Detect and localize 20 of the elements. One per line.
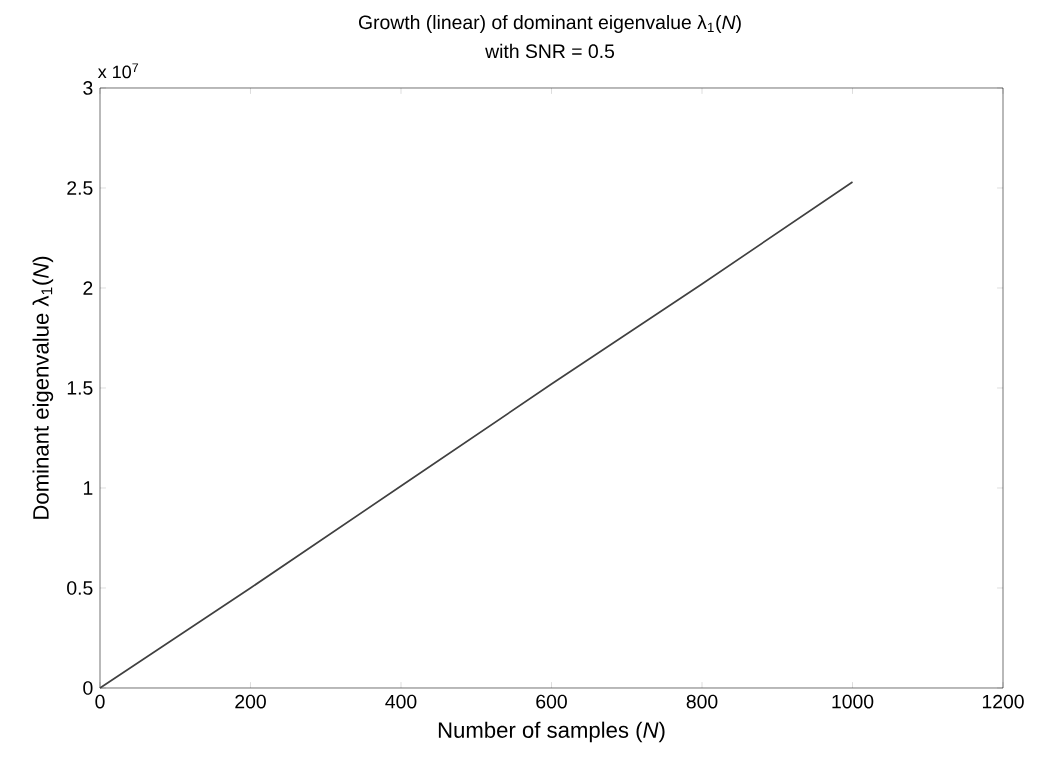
x-tick-label: 1000: [832, 694, 874, 709]
x-tick-label: 0: [95, 694, 105, 709]
text: x 10$^{7}$: [97, 63, 139, 79]
y-axis-title: Dominant eigenvalue λ$_{1}$(N): [32, 256, 54, 519]
y-tick-label: 0: [83, 681, 93, 695]
y-tick-label: 1: [83, 481, 93, 495]
y-tick-label: 2: [83, 281, 93, 295]
y-tick-label: 2.5: [67, 181, 93, 195]
x-tick-label: 800: [686, 694, 718, 709]
y-tick-label: 3: [83, 81, 93, 95]
chart-title: Growth (linear) of dominant eigenvalue λ$_{1}$(N): [358, 14, 741, 34]
x-tick-label: 400: [385, 694, 417, 709]
x-tick-label: 200: [235, 694, 266, 709]
line-series: [99, 181, 854, 689]
x-axis-title: Number of samples (N): [438, 721, 665, 743]
x-tick-label: 1200: [982, 694, 1024, 709]
y-tick-label: 0.5: [67, 581, 93, 595]
x-tick-label: 600: [536, 694, 567, 709]
chart-subtitle: with SNR = 0.5: [485, 43, 615, 59]
y-tick-label: 1.5: [67, 381, 93, 395]
